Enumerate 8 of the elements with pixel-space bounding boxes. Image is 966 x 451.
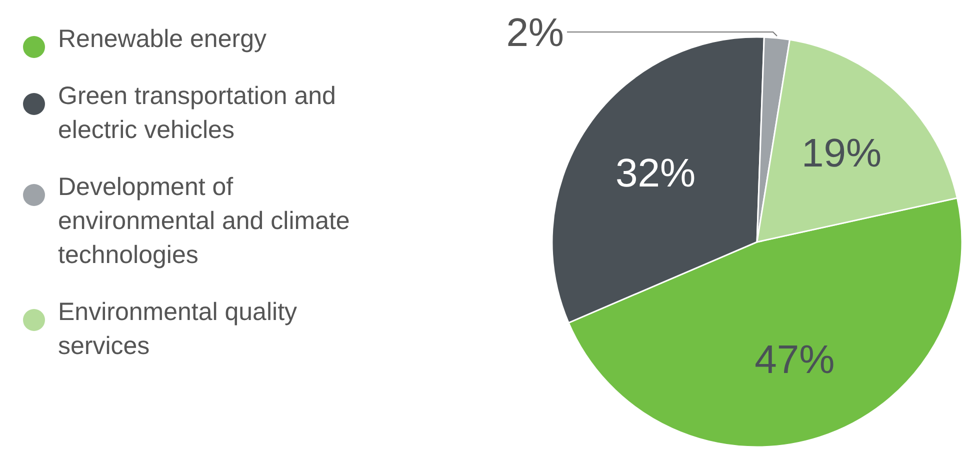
legend-label: Development of environmental and climate technologies (58, 173, 350, 269)
data-label: 47% (754, 338, 835, 382)
legend-label: Green transportation and electric vehicles (58, 82, 336, 144)
legend-label: Environmental quality services (58, 298, 298, 360)
data-label: 32% (615, 152, 696, 196)
legend-label: Renewable energy (58, 25, 267, 53)
data-label: 2% (506, 11, 564, 55)
data-label: 19% (801, 132, 882, 176)
